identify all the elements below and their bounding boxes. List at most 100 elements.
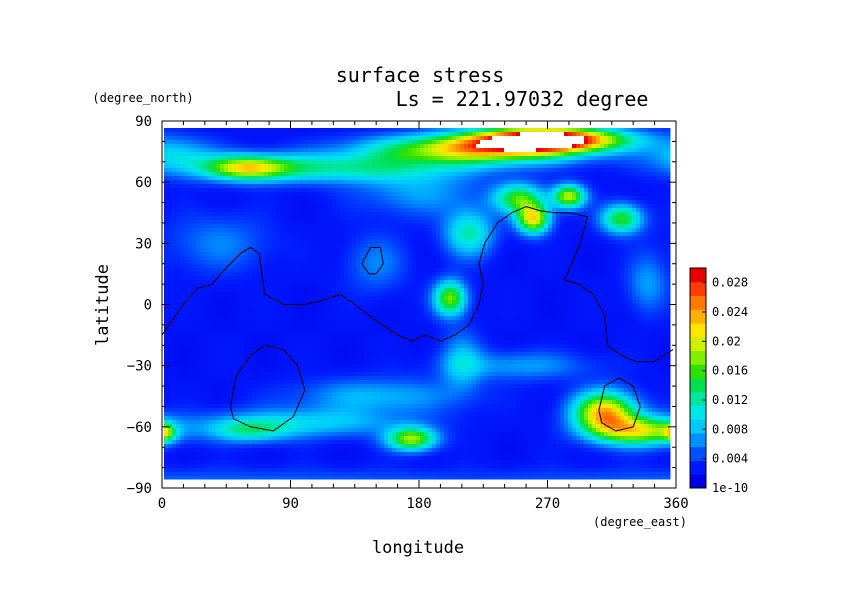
heatmap-cell — [528, 264, 533, 269]
heatmap-cell — [552, 164, 557, 169]
heatmap-cell — [356, 236, 361, 241]
heatmap-cell — [524, 180, 529, 185]
heatmap-cell — [428, 152, 433, 157]
heatmap-cell — [372, 164, 377, 169]
heatmap-cell — [236, 236, 241, 241]
heatmap-cell — [516, 236, 521, 241]
heatmap-cell — [268, 180, 273, 185]
heatmap-cell — [356, 184, 361, 189]
heatmap-cell — [488, 248, 493, 253]
heatmap-cell — [380, 200, 385, 205]
heatmap-cell — [188, 208, 193, 213]
heatmap-cell — [500, 244, 505, 249]
heatmap-cell — [344, 264, 349, 269]
heatmap-cell — [276, 136, 281, 141]
heatmap-cell — [452, 136, 457, 141]
heatmap-cell — [192, 280, 197, 285]
heatmap-cell — [272, 212, 277, 217]
heatmap-cell — [252, 212, 257, 217]
heatmap-cell — [632, 256, 637, 261]
heatmap-cell — [240, 136, 245, 141]
heatmap-cell — [200, 160, 205, 165]
heatmap-cell — [204, 136, 209, 141]
heatmap-cell — [436, 144, 441, 149]
heatmap-cell — [560, 196, 565, 201]
heatmap-cell — [504, 152, 509, 157]
heatmap-cell — [560, 244, 565, 249]
heatmap-cell — [424, 260, 429, 265]
heatmap-cell — [552, 188, 557, 193]
heatmap-cell — [376, 156, 381, 161]
heatmap-cell — [532, 132, 537, 137]
heatmap-cell — [488, 192, 493, 197]
heatmap-cell — [632, 276, 637, 281]
heatmap-cell — [324, 128, 329, 133]
heatmap-cell — [568, 160, 573, 165]
heatmap-cell — [400, 208, 405, 213]
heatmap-cell — [580, 188, 585, 193]
heatmap-cell — [224, 276, 229, 281]
heatmap-cell — [596, 136, 601, 141]
heatmap-cell — [596, 252, 601, 257]
heatmap-cell — [168, 272, 173, 277]
heatmap-cell — [360, 280, 365, 285]
heatmap-cell — [484, 260, 489, 265]
heatmap-cell — [484, 140, 489, 145]
heatmap-cell — [504, 232, 509, 237]
heatmap-cell — [332, 204, 337, 209]
heatmap-cell — [260, 140, 265, 145]
heatmap-cell — [220, 216, 225, 221]
heatmap-cell — [548, 276, 553, 281]
heatmap-cell — [668, 188, 671, 193]
heatmap-cell — [620, 176, 625, 181]
heatmap-cell — [340, 208, 345, 213]
heatmap-cell — [224, 136, 229, 141]
heatmap-cell — [472, 164, 477, 169]
heatmap-cell — [540, 164, 545, 169]
heatmap-cell — [244, 280, 249, 285]
heatmap-cell — [368, 248, 373, 253]
heatmap-cell — [404, 204, 409, 209]
heatmap-cell — [236, 172, 241, 177]
heatmap-cell — [528, 248, 533, 253]
heatmap-cell — [460, 136, 465, 141]
heatmap-cell — [392, 140, 397, 145]
heatmap-cell — [412, 248, 417, 253]
heatmap-cell — [616, 156, 621, 161]
heatmap-cell — [416, 216, 421, 221]
heatmap-cell — [188, 240, 193, 245]
heatmap-cell — [584, 196, 589, 201]
heatmap-cell — [560, 180, 565, 185]
heatmap-cell — [320, 160, 325, 165]
heatmap-cell — [660, 212, 665, 217]
heatmap-cell — [500, 144, 505, 149]
heatmap-cell — [456, 192, 461, 197]
heatmap-cell — [176, 216, 181, 221]
heatmap-cell — [368, 228, 373, 233]
heatmap-cell — [556, 156, 561, 161]
heatmap-cell — [324, 280, 329, 285]
heatmap-cell — [240, 236, 245, 241]
heatmap-cell — [332, 160, 337, 165]
heatmap-cell — [400, 272, 405, 277]
heatmap-cell — [580, 208, 585, 213]
heatmap-cell — [348, 280, 353, 285]
heatmap-cell — [188, 244, 193, 249]
heatmap-cell — [436, 236, 441, 241]
heatmap-cell — [536, 244, 541, 249]
heatmap-cell — [524, 252, 529, 257]
heatmap-cell — [204, 264, 209, 269]
heatmap-cell — [652, 248, 657, 253]
heatmap-cell — [520, 208, 525, 213]
heatmap-cell — [432, 128, 437, 133]
heatmap-cell — [280, 220, 285, 225]
heatmap-cell — [416, 160, 421, 165]
heatmap-cell — [200, 128, 205, 133]
heatmap-cell — [432, 160, 437, 165]
heatmap-cell — [196, 240, 201, 245]
heatmap-cell — [536, 132, 541, 137]
heatmap-cell — [436, 200, 441, 205]
heatmap-cell — [448, 260, 453, 265]
heatmap-cell — [560, 156, 565, 161]
heatmap-cell — [376, 256, 381, 261]
